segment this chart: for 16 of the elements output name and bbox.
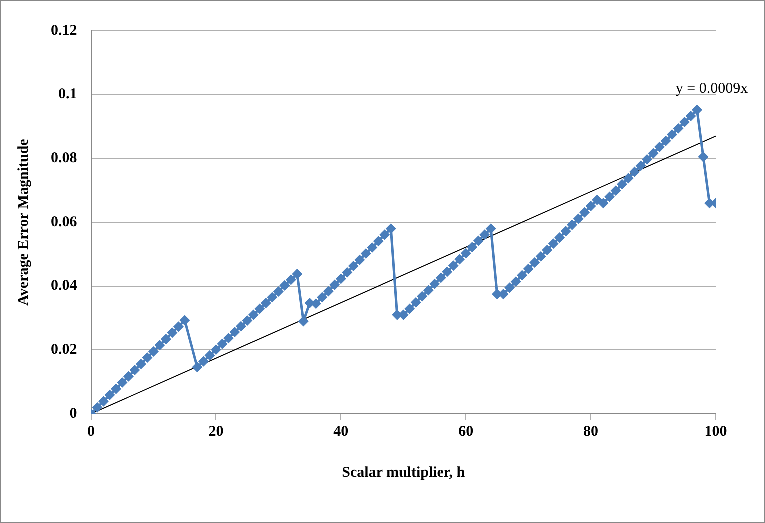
y-tick-label: 0.12 <box>51 22 78 39</box>
y-tick-label: 0.02 <box>51 342 78 358</box>
x-axis-title: Scalar multiplier, h <box>342 464 466 481</box>
x-tick-label: 100 <box>704 424 728 440</box>
y-tick-label: 0.1 <box>58 86 78 103</box>
y-tick-label: 0 <box>70 406 78 422</box>
y-tick-label: 0.08 <box>51 150 78 167</box>
y-axis-title: Average Error Magnitude <box>16 138 32 306</box>
annotation: y = 0.0009x <box>676 80 749 97</box>
x-tick-label: 60 <box>458 424 474 440</box>
x-tick-label: 20 <box>208 424 224 440</box>
x-tick-label: 80 <box>584 424 599 440</box>
y-tick-label: 0.04 <box>51 278 78 294</box>
y-tick-label: 0.06 <box>51 214 78 230</box>
x-tick-label: 0 <box>88 424 95 440</box>
x-tick-label: 40 <box>334 424 349 440</box>
